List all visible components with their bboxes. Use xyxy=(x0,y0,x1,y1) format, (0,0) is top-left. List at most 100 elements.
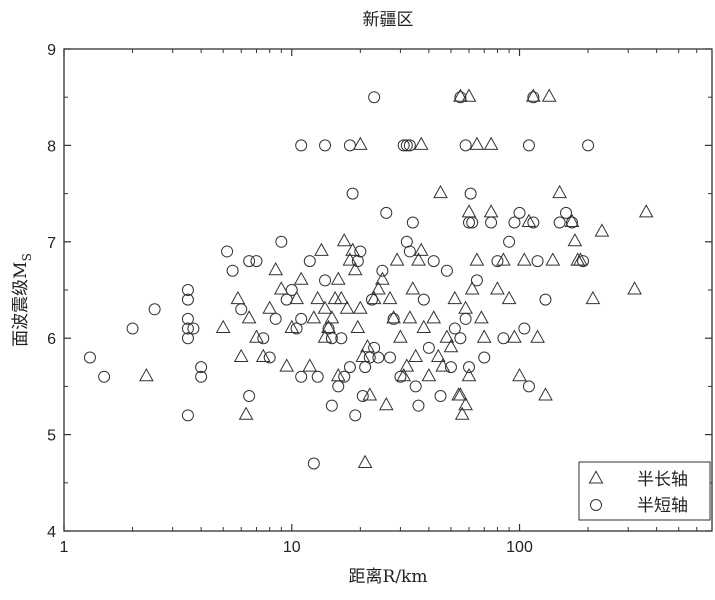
data-point-circle xyxy=(235,303,248,316)
data-point-circle xyxy=(243,390,256,403)
data-point-triangle xyxy=(306,310,322,324)
data-point-triangle xyxy=(474,310,489,324)
data-point-circle xyxy=(351,255,364,268)
data-point-circle xyxy=(343,139,356,152)
data-point-circle xyxy=(513,206,526,219)
data-point-triangle xyxy=(413,242,429,256)
data-point-triangle xyxy=(345,242,360,256)
data-point-circle xyxy=(325,332,338,345)
data-point-circle xyxy=(412,399,425,412)
data-point-triangle xyxy=(512,367,527,382)
data-point-triangle xyxy=(355,348,371,362)
data-point-circle xyxy=(440,264,453,277)
data-point-triangle xyxy=(516,252,532,266)
data-point-circle xyxy=(343,361,356,374)
data-point-triangle xyxy=(357,454,373,468)
data-point-triangle xyxy=(447,290,463,305)
data-point-circle xyxy=(491,255,504,268)
data-point-circle xyxy=(454,332,467,345)
data-point-circle xyxy=(269,312,282,325)
data-point-circle xyxy=(181,332,194,345)
data-point-circle xyxy=(508,216,521,229)
y-axis-label: 面波震级MS xyxy=(11,253,34,347)
data-point-circle xyxy=(148,303,161,316)
data-point-circle xyxy=(368,91,381,104)
data-point-circle xyxy=(462,216,475,229)
data-point-circle xyxy=(417,293,430,306)
data-point-triangle xyxy=(233,348,249,362)
data-point-circle xyxy=(195,370,208,383)
data-point-triangle xyxy=(324,310,340,324)
data-point-triangle xyxy=(638,204,654,218)
data-point-triangle xyxy=(461,88,477,102)
data-point-circle xyxy=(444,361,457,374)
data-point-triangle xyxy=(464,281,480,295)
legend-label: 半长轴 xyxy=(637,470,688,490)
data-point-triangle xyxy=(139,367,154,382)
data-point-circle xyxy=(275,235,288,248)
data-point-circle xyxy=(363,351,376,364)
data-point-triangle xyxy=(413,136,429,150)
data-point-triangle xyxy=(302,358,318,372)
data-point-triangle xyxy=(262,300,278,314)
data-point-circle xyxy=(518,322,531,335)
data-point-triangle xyxy=(352,300,368,314)
data-point-circle xyxy=(553,216,566,229)
data-point-triangle xyxy=(627,281,642,295)
data-point-circle xyxy=(464,187,477,200)
data-point-circle xyxy=(295,312,308,325)
y-tick-label: 8 xyxy=(47,138,56,155)
data-point-circle xyxy=(422,341,435,354)
data-point-circle xyxy=(531,255,544,268)
data-point-triangle xyxy=(469,136,485,150)
data-point-triangle xyxy=(362,387,378,401)
data-point-circle xyxy=(356,390,369,403)
data-point-triangle xyxy=(552,184,567,199)
data-point-triangle xyxy=(458,396,473,411)
data-point-triangle xyxy=(215,319,231,333)
axis-ticks: 1 10 100 4 5 6 7 8 9 xyxy=(47,42,713,556)
data-point-triangle xyxy=(293,271,309,285)
data-point-circle xyxy=(303,255,316,268)
data-point-circle xyxy=(522,139,535,152)
data-point-circle xyxy=(397,139,410,152)
data-point-circle xyxy=(527,216,540,229)
data-point-circle xyxy=(187,322,200,335)
data-point-circle xyxy=(250,255,263,268)
data-point-circle xyxy=(243,255,256,268)
data-point-circle xyxy=(372,351,385,364)
data-point-triangle xyxy=(594,223,610,237)
chart-title: 新疆区 xyxy=(363,10,414,30)
data-point-triangle xyxy=(327,290,343,305)
x-tick-label: 1 xyxy=(60,539,69,556)
data-point-triangle xyxy=(507,329,522,343)
plot-frame xyxy=(63,48,713,532)
data-point-triangle xyxy=(564,213,580,227)
data-point-circle xyxy=(349,409,362,422)
data-point-circle xyxy=(181,322,194,335)
data-point-triangle xyxy=(230,290,246,305)
y-tick-label: 5 xyxy=(47,428,56,445)
data-point-triangle xyxy=(454,406,470,420)
data-point-triangle xyxy=(333,290,349,305)
legend-circle-icon xyxy=(590,499,602,511)
y-axis-label-subscript: S xyxy=(20,253,34,261)
x-tick-label: 100 xyxy=(506,539,533,556)
data-point-circle xyxy=(290,322,303,335)
data-point-circle xyxy=(582,139,595,152)
data-point-circle xyxy=(497,332,510,345)
data-point-triangle xyxy=(443,339,459,353)
data-point-circle xyxy=(459,139,472,152)
data-point-triangle xyxy=(255,348,271,362)
data-point-circle xyxy=(226,264,239,277)
data-point-triangle xyxy=(386,310,401,324)
data-point-circle xyxy=(409,380,422,393)
data-point-circle xyxy=(126,322,139,335)
data-point-circle xyxy=(459,312,472,325)
data-point-triangle xyxy=(426,310,442,324)
legend-label: 半短轴 xyxy=(637,496,688,516)
data-point-circle xyxy=(400,139,413,152)
data-point-triangle xyxy=(530,329,545,343)
data-point-circle xyxy=(311,370,324,383)
